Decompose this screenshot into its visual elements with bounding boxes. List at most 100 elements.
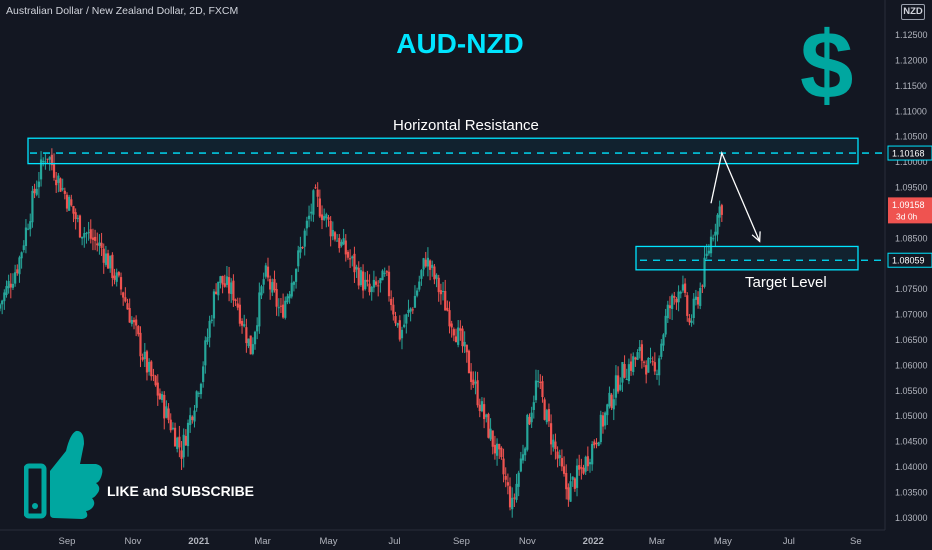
candle-body <box>331 229 334 237</box>
candle-body <box>59 178 62 192</box>
level-price-value: 1.08059 <box>892 256 925 266</box>
candle-body <box>554 441 557 450</box>
candle-body <box>517 472 520 487</box>
candle-body <box>297 250 300 267</box>
candle-body <box>323 216 326 220</box>
candle-body <box>616 375 620 392</box>
candle-body <box>299 246 302 253</box>
candle-body <box>394 316 397 324</box>
last-price-tag <box>888 197 932 224</box>
candle-body <box>355 266 358 270</box>
candle-body <box>1 300 4 305</box>
candle-body <box>478 404 481 412</box>
candle-body <box>610 394 613 409</box>
x-tick-label: Sep <box>453 536 470 547</box>
y-tick-label: 1.04500 <box>895 437 928 447</box>
candle-body <box>109 255 112 269</box>
candle-body <box>221 275 224 285</box>
candle-body <box>483 404 486 420</box>
candle-body <box>491 430 494 447</box>
candle-body <box>416 290 419 296</box>
candle-body <box>720 205 723 215</box>
candle-body <box>232 280 235 301</box>
candle-body <box>556 451 559 459</box>
candle-body <box>279 305 283 307</box>
candle-body <box>303 230 306 247</box>
candle-body <box>294 269 298 282</box>
x-tick-label: Nov <box>124 536 141 547</box>
candle-body <box>368 283 371 293</box>
candle-body <box>470 371 473 383</box>
candle-body <box>595 442 598 444</box>
candle-body <box>197 393 200 395</box>
candle-body <box>372 279 375 288</box>
candle-body <box>558 455 561 458</box>
candle-body <box>487 413 490 438</box>
candle-body <box>709 236 713 254</box>
candle-body <box>269 279 272 290</box>
candle-body <box>72 205 75 214</box>
candle-body <box>699 287 702 306</box>
candle-body <box>485 414 488 418</box>
candle-body <box>249 335 252 355</box>
candle-body <box>593 441 596 446</box>
candle-body <box>282 304 285 318</box>
y-tick-label: 1.09500 <box>895 182 928 192</box>
candle-body <box>212 291 216 319</box>
x-tick-label: May <box>714 536 732 547</box>
candle-body <box>636 352 639 360</box>
candle-body <box>208 320 211 338</box>
candle-body <box>202 366 205 382</box>
candle-body <box>230 282 233 295</box>
candle-body <box>686 295 689 316</box>
y-tick-label: 1.12000 <box>895 55 928 65</box>
candle-body <box>31 190 34 223</box>
x-tick-label: 2021 <box>188 536 210 547</box>
candle-body <box>76 217 79 219</box>
candle-body <box>385 271 388 273</box>
candle-body <box>186 422 190 447</box>
candle-body <box>403 324 406 327</box>
candle-body <box>193 410 196 422</box>
candle-body <box>165 406 168 418</box>
y-tick-label: 1.11500 <box>895 81 927 91</box>
candle-body <box>340 241 343 246</box>
candle-body <box>199 383 203 395</box>
x-tick-label: Mar <box>649 536 665 547</box>
candle-body <box>515 483 518 500</box>
candle-body <box>16 269 19 274</box>
candle-body <box>467 350 471 374</box>
candle-body <box>336 240 339 242</box>
candle-body <box>606 404 609 416</box>
currency-badge[interactable]: NZD <box>901 4 925 20</box>
candle-body <box>139 332 142 357</box>
candle-body <box>74 212 77 220</box>
candle-body <box>55 179 58 186</box>
candle-body <box>530 412 533 423</box>
candle-body <box>452 329 455 336</box>
candle-body <box>361 271 365 291</box>
candle-body <box>327 217 330 220</box>
candle-body <box>642 361 646 363</box>
candle-body <box>301 247 304 249</box>
candle-body <box>387 271 391 297</box>
candle-body <box>619 384 622 390</box>
candle-body <box>664 315 667 335</box>
candle-body <box>102 248 105 263</box>
candle-body <box>534 380 538 401</box>
candle-body <box>9 283 12 288</box>
candle-body <box>405 314 408 324</box>
candle-body <box>582 467 585 474</box>
subscribe-label: LIKE and SUBSCRIBE <box>107 483 255 499</box>
candle-body <box>586 456 589 467</box>
candle-body <box>150 361 153 377</box>
candle-body <box>655 373 659 375</box>
candle-body <box>435 274 438 279</box>
candle-body <box>189 415 192 426</box>
x-tick-label: Se <box>850 536 862 547</box>
candle-body <box>545 410 548 423</box>
candle-body <box>284 300 287 318</box>
candle-body <box>353 253 356 273</box>
